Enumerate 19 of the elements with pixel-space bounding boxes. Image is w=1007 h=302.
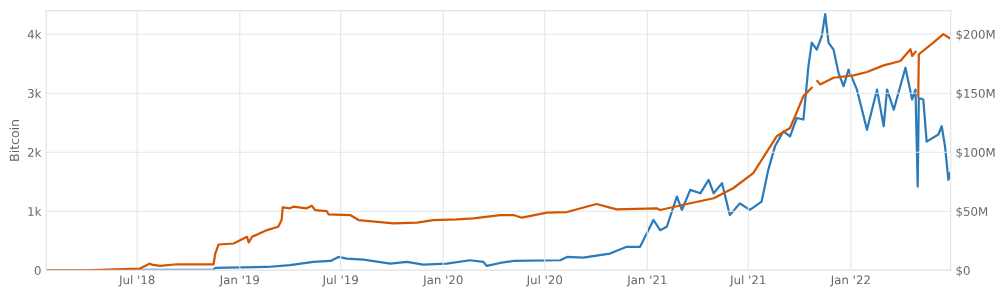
y2-tick-label: $200M xyxy=(956,29,995,41)
y-tick-label: 4k xyxy=(27,29,42,39)
x-tick-label: Jan '21 xyxy=(626,275,667,287)
x-tick-label: Jul '20 xyxy=(526,275,563,287)
y2-tick-label: $50M xyxy=(956,206,988,218)
y2-tick-label: $0 xyxy=(956,265,970,277)
x-tick-label: Jul '21 xyxy=(729,275,766,287)
y-tick-label: 1k xyxy=(28,206,42,216)
x-tick-label: Jan '22 xyxy=(830,275,870,287)
y2-tick-label: $100M xyxy=(956,147,995,159)
x-tick-label: Jan '20 xyxy=(422,275,463,287)
y2-tick-label: $150M xyxy=(956,88,995,100)
y-axis-title: Bitcoin xyxy=(9,120,20,161)
y-tick-label: 2k xyxy=(27,147,42,157)
x-tick-label: Jul '18 xyxy=(118,275,155,287)
x-tick-label: Jan '19 xyxy=(219,275,260,287)
x-tick-label: Jul '19 xyxy=(321,275,358,287)
y-tick-label: 3k xyxy=(28,88,42,98)
y-tick-label: 0 xyxy=(34,266,41,275)
